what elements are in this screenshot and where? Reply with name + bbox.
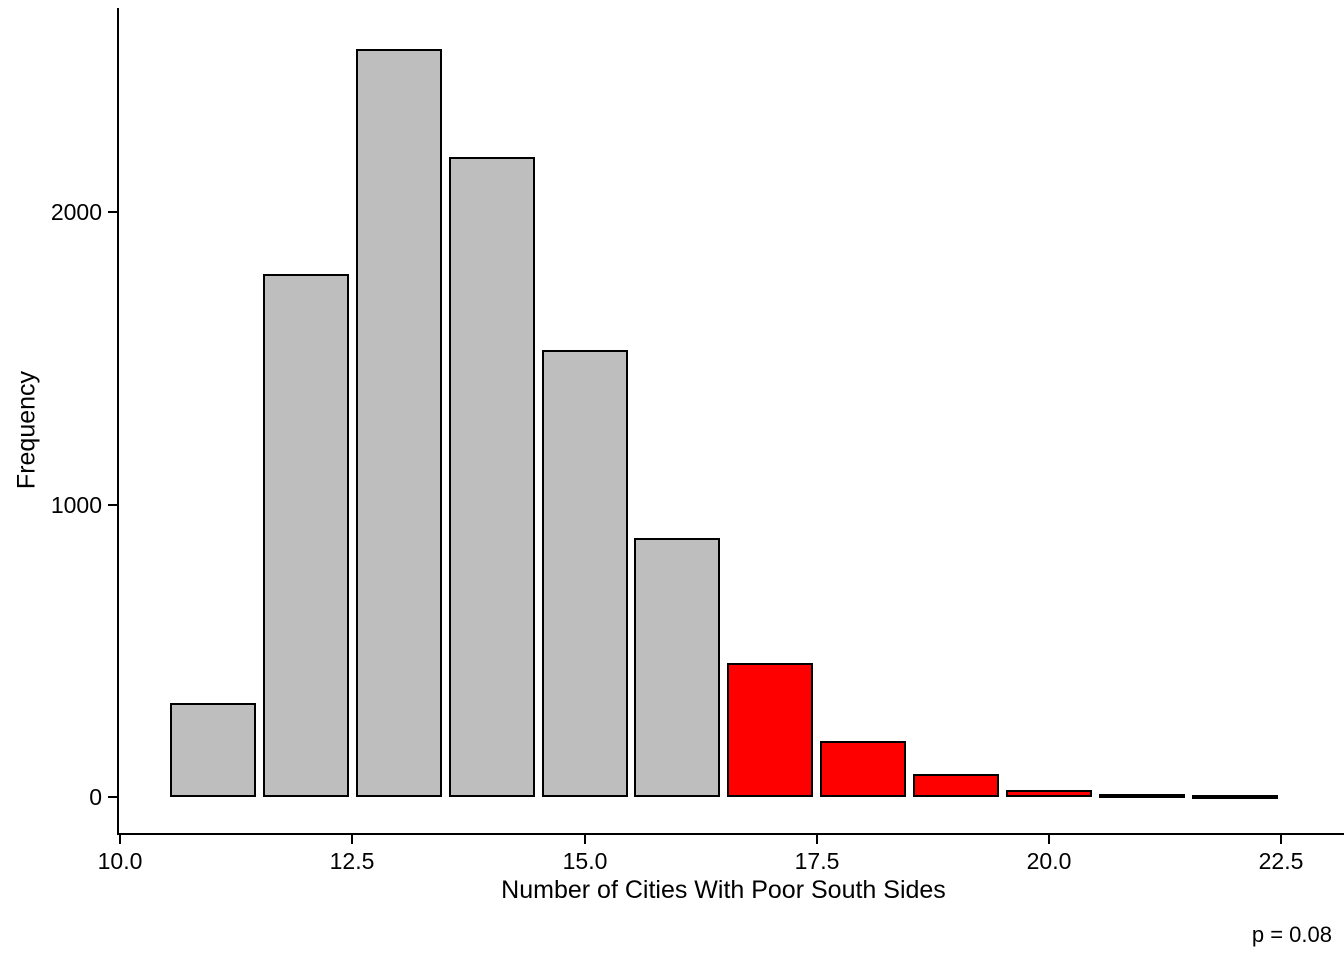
histogram-bar-22: [1192, 795, 1278, 799]
x-tick-12.5: [351, 835, 353, 844]
x-axis-title: Number of Cities With Poor South Sides: [501, 876, 946, 904]
y-axis-title: Frequency: [12, 370, 41, 490]
histogram-bar-17: [727, 663, 813, 797]
x-tick-label-20.0: 20.0: [1026, 848, 1072, 874]
y-tick-label-0: 0: [89, 784, 102, 810]
x-tick-label-12.5: 12.5: [329, 848, 375, 874]
x-tick-20.0: [1048, 835, 1050, 844]
y-tick-2000: [108, 211, 117, 213]
x-tick-label-15.0: 15.0: [562, 848, 608, 874]
x-tick-15.0: [584, 835, 586, 844]
x-tick-label-17.5: 17.5: [794, 848, 840, 874]
histogram-bar-11: [170, 703, 256, 797]
histogram-bar-20: [1006, 790, 1092, 797]
histogram-bar-12: [263, 274, 349, 797]
histogram-bar-14: [449, 157, 535, 797]
y-tick-label-2000: 2000: [50, 199, 102, 225]
p-value-annotation: p = 0.08: [1251, 922, 1332, 947]
x-tick-label-10.0: 10.0: [97, 848, 143, 874]
histogram-bar-15: [542, 350, 628, 797]
x-axis-line: [117, 833, 1344, 835]
histogram-bar-16: [634, 538, 720, 797]
x-tick-10.0: [119, 835, 121, 844]
histogram-bar-21: [1099, 794, 1185, 798]
y-tick-0: [108, 796, 117, 798]
histogram-bar-18: [820, 741, 906, 797]
x-tick-22.5: [1280, 835, 1282, 844]
x-tick-label-22.5: 22.5: [1258, 848, 1304, 874]
histogram-bar-19: [913, 774, 999, 797]
y-axis-line: [117, 8, 119, 835]
histogram-bar-13: [356, 49, 442, 797]
y-tick-label-1000: 1000: [50, 492, 102, 518]
x-tick-17.5: [816, 835, 818, 844]
y-tick-1000: [108, 504, 117, 506]
